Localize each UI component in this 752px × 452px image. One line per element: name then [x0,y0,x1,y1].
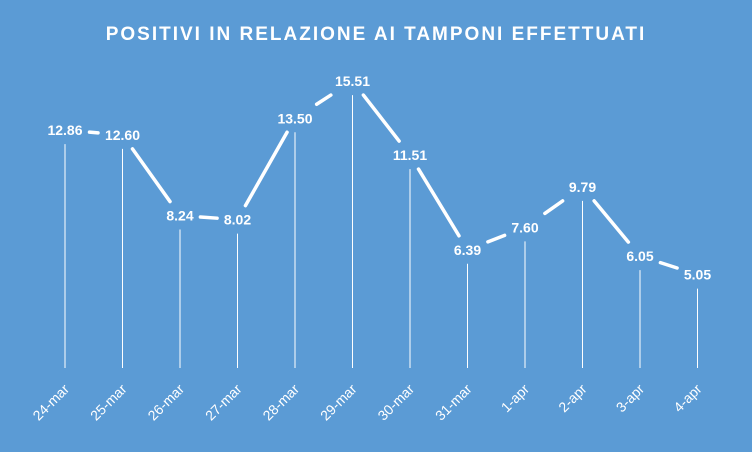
series-segment-9 [592,199,631,244]
series-segment-10 [658,260,679,270]
series-line [87,93,679,270]
x-tick-label-10: 3-apr [613,381,648,416]
x-tick-label-4: 28-mar [259,381,302,424]
data-label-0: 12.86 [47,122,82,138]
series-segment-5 [361,93,401,143]
data-label-7: 6.39 [454,242,481,258]
x-tick-label-1: 25-mar [87,381,130,424]
x-tick-label-5: 29-mar [317,381,360,424]
x-tick-label-3: 27-mar [202,381,245,424]
data-label-5: 15.51 [335,73,370,89]
x-tick-label-2: 26-mar [144,381,187,424]
x-tick-label-7: 31-mar [432,381,475,424]
data-label-6: 11.51 [393,147,427,163]
series-segment-2 [198,215,219,220]
series-segment-0 [87,130,100,135]
data-label-4: 13.50 [277,110,312,126]
series-segment-8 [543,199,565,216]
chart-title: POSITIVI IN RELAZIONE AI TAMPONI EFFETTU… [106,24,647,45]
x-tick-label-6: 30-mar [374,381,417,424]
data-label-10: 6.05 [626,248,653,264]
x-tick-label-9: 2-apr [555,381,590,416]
data-label-2: 8.24 [166,208,193,224]
series-segment-6 [416,167,461,238]
data-label-3: 8.02 [224,212,251,228]
x-axis-tick-labels: 24-mar 25-mar 26-mar 27-mar 28-mar 29-mar 30-m… [29,381,704,424]
series-segment-1 [130,147,172,204]
x-tick-label-11: 4-apr [670,381,705,416]
data-label-11: 5.05 [684,267,711,283]
x-tick-label-0: 24-mar [29,381,72,424]
data-label-8: 7.60 [511,219,538,235]
data-labels: 12.86 12.60 8.24 8.02 13.50 15.51 11.51 6.39 7.6… [47,73,711,283]
data-label-9: 9.79 [569,179,596,195]
drop-lines [64,95,698,368]
series-segment-4 [314,93,333,106]
x-tick-label-8: 1-apr [498,381,533,416]
data-label-1: 12.60 [105,127,140,143]
series-segment-3 [243,130,289,208]
series-segment-7 [486,233,507,244]
